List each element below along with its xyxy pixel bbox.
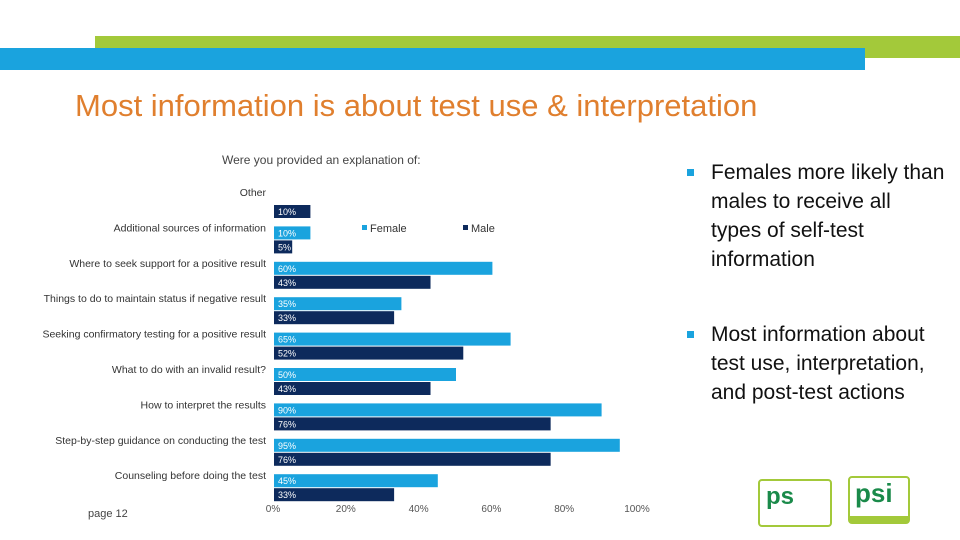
bar-female	[274, 403, 602, 417]
bar-male	[274, 205, 311, 218]
category-label: Seeking confirmatory testing for a posit…	[42, 329, 266, 341]
category-label: How to interpret the results	[141, 399, 266, 411]
x-tick-label: 100%	[624, 504, 650, 515]
bullet-item: Most information about test use, interpr…	[683, 320, 945, 407]
ps-logo-text: ps	[766, 483, 795, 510]
header-band-blue	[0, 48, 865, 70]
category-label: What to do with an invalid result?	[112, 364, 266, 376]
bar-female	[274, 226, 311, 240]
chart-title: Were you provided an explanation of:	[222, 153, 421, 167]
bullet-list: Females more likely than males to receiv…	[683, 158, 945, 407]
data-label-female: 10%	[278, 228, 296, 238]
data-label-male: 76%	[278, 419, 296, 429]
bar-male	[274, 417, 551, 431]
bar-female	[274, 261, 493, 275]
data-label-female: 65%	[278, 335, 296, 345]
bar-male	[274, 275, 431, 289]
legend-label-female: Female	[370, 223, 407, 235]
x-tick-label: 20%	[336, 504, 356, 515]
bar-female	[274, 474, 438, 488]
category-label: Counseling before doing the test	[115, 470, 266, 482]
x-tick-label: 60%	[481, 504, 501, 515]
legend-swatch-male	[463, 225, 468, 230]
category-label: Additional sources of information	[114, 222, 266, 234]
data-label-male: 33%	[278, 490, 296, 500]
category-label: Other	[240, 187, 267, 199]
psi-logo: psi	[848, 476, 910, 524]
category-label: Step-by-step guidance on conducting the …	[55, 435, 266, 447]
data-label-male: 43%	[278, 278, 296, 288]
data-label-female: 50%	[278, 370, 296, 380]
data-label-female: 60%	[278, 264, 296, 274]
x-tick-label: 0%	[266, 504, 281, 515]
bar-female	[274, 332, 511, 346]
psi-logo-text: psi	[855, 478, 893, 508]
bar-male	[274, 240, 293, 254]
x-tick-label: 80%	[554, 504, 574, 515]
category-label: Things to do to maintain status if negat…	[44, 293, 266, 305]
data-label-female: 90%	[278, 405, 296, 415]
data-label-female: 45%	[278, 476, 296, 486]
bar-male	[274, 311, 395, 325]
data-label-male: 76%	[278, 455, 296, 465]
bar-male	[274, 452, 551, 466]
legend-label-male: Male	[471, 223, 495, 235]
bullet-item: Females more likely than males to receiv…	[683, 158, 945, 274]
page-number: page 12	[88, 508, 128, 520]
bullet-square-icon	[687, 331, 694, 338]
bar-male	[274, 488, 395, 502]
data-label-male: 52%	[278, 349, 296, 359]
bar-male	[274, 382, 431, 395]
bar-male	[274, 346, 464, 360]
ps-logo: ps	[758, 479, 832, 527]
data-label-male: 10%	[278, 207, 296, 217]
data-label-female: 95%	[278, 441, 296, 451]
data-label-male: 43%	[278, 384, 296, 394]
slide-title: Most information is about test use & int…	[75, 88, 758, 123]
data-label-male: 5%	[278, 242, 291, 252]
psi-logo-bar	[850, 516, 908, 522]
data-label-male: 33%	[278, 313, 296, 323]
bar-female	[274, 438, 620, 452]
bullet-text: Females more likely than males to receiv…	[711, 161, 945, 271]
legend-swatch-female	[362, 225, 367, 230]
bar-female	[274, 297, 402, 311]
category-label: Where to seek support for a positive res…	[69, 258, 266, 270]
data-label-female: 35%	[278, 299, 296, 309]
x-tick-label: 40%	[409, 504, 429, 515]
bullet-square-icon	[687, 169, 694, 176]
bullet-text: Most information about test use, interpr…	[711, 323, 925, 404]
bar-female	[274, 368, 456, 381]
